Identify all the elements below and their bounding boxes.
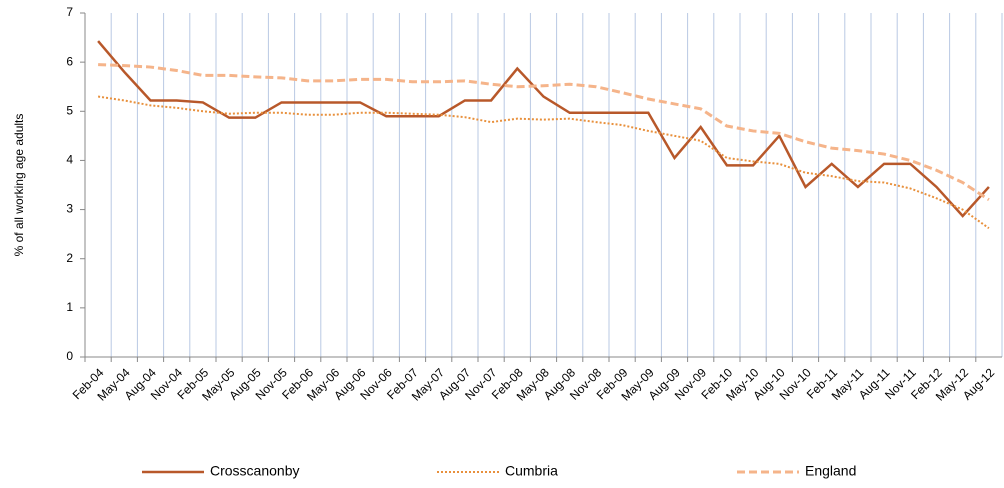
- y-tick-label: 2: [66, 251, 73, 265]
- series-line: [98, 63, 990, 201]
- series-line: [97, 95, 990, 230]
- y-tick-label: 7: [66, 5, 73, 19]
- y-tick-label: 0: [66, 349, 73, 363]
- y-tick-label: 1: [66, 300, 73, 314]
- series-line: [97, 40, 990, 218]
- legend-label: England: [805, 463, 856, 479]
- y-tick-label: 3: [66, 202, 73, 216]
- legend-label: Cumbria: [505, 463, 558, 479]
- y-axis-label: % of all working age adults: [12, 114, 26, 257]
- y-tick-label: 6: [66, 54, 73, 68]
- y-tick-label: 5: [66, 103, 73, 117]
- legend-label: Crosscanonby: [210, 463, 300, 479]
- y-tick-label: 4: [66, 153, 73, 167]
